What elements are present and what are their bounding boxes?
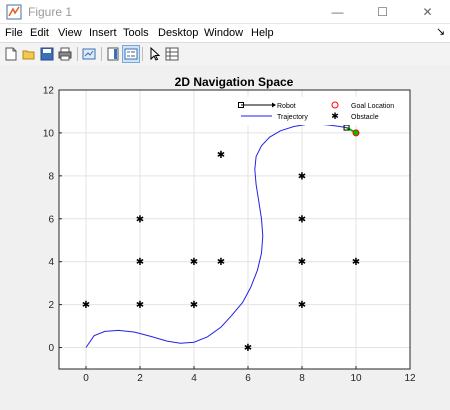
menu-help[interactable]: Help xyxy=(251,27,274,39)
y-tick-label: 4 xyxy=(48,257,54,268)
maximize-button[interactable]: ☐ xyxy=(377,4,388,19)
close-button[interactable]: ✕ xyxy=(422,4,433,19)
toolbar-separator xyxy=(77,47,78,61)
y-tick-label: 12 xyxy=(43,86,55,97)
legend-box xyxy=(230,97,408,125)
obstacle-marker: ✱ xyxy=(136,257,144,268)
obstacle-marker: ✱ xyxy=(244,343,252,354)
menu-file[interactable]: File xyxy=(5,27,23,39)
legend-goal-marker xyxy=(331,101,339,109)
robot-marker xyxy=(343,124,350,131)
legend-trajectory-label: Trajectory xyxy=(277,114,308,121)
y-tick-label: 10 xyxy=(43,128,55,139)
obstacle-marker: ✱ xyxy=(352,257,360,268)
x-tick-label: 12 xyxy=(404,373,416,384)
edit-plot-icon[interactable] xyxy=(145,45,163,63)
open-file-icon[interactable] xyxy=(20,45,38,63)
trajectory-line xyxy=(85,123,347,348)
y-tick-label: 8 xyxy=(48,171,54,182)
navigation-plot[interactable]: 2D Navigation Space 0 2 4 6 8 10 12 0 2 4 6 8 10 12 ✱ ✱… xyxy=(0,65,450,405)
print-icon[interactable] xyxy=(56,45,74,63)
axes-box xyxy=(58,89,411,370)
y-tick-label: 0 xyxy=(48,343,54,354)
new-figure-icon[interactable] xyxy=(2,45,20,63)
save-icon[interactable] xyxy=(38,45,56,63)
axes-background[interactable] xyxy=(59,90,410,369)
goal-marker xyxy=(352,129,360,137)
figure-toolbar xyxy=(0,42,450,66)
obstacle-marker: ✱ xyxy=(136,214,144,225)
obstacle-marker: ✱ xyxy=(298,171,306,182)
obstacle-marker: ✱ xyxy=(190,257,198,268)
y-tick-label: 2 xyxy=(48,300,54,311)
chart-title: 2D Navigation Space xyxy=(175,75,294,89)
menu-desktop[interactable]: Desktop xyxy=(158,27,199,39)
legend-robot-arrowhead xyxy=(272,102,276,108)
menu-insert[interactable]: Insert xyxy=(89,27,117,39)
figure-canvas[interactable]: 2D Navigation Space 0 2 4 6 8 10 12 0 2 4 6 8 10 12 ✱ ✱… xyxy=(0,65,450,405)
legend-robot-marker xyxy=(238,102,244,108)
menu-tools[interactable]: Tools xyxy=(123,27,149,39)
link-plot-icon[interactable] xyxy=(80,45,98,63)
legend-obstacle-label: Obstacle xyxy=(351,114,379,121)
obstacle-marker: ✱ xyxy=(298,300,306,311)
menu-window[interactable]: Window xyxy=(204,27,244,39)
x-tick-label: 6 xyxy=(245,373,251,384)
obstacle-marker: ✱ xyxy=(136,300,144,311)
obstacle-marker: ✱ xyxy=(190,300,198,311)
minimize-button[interactable]: — xyxy=(331,4,344,19)
insert-legend-icon[interactable] xyxy=(122,45,140,63)
x-tick-label: 10 xyxy=(350,373,362,384)
legend[interactable]: Robot Trajectory Goal Location ✱ Obstacl… xyxy=(230,97,408,125)
window-title-bar: Figure 1 — ☐ ✕ xyxy=(0,0,450,24)
x-tick-label: 0 xyxy=(83,373,89,384)
window-title: Figure 1 xyxy=(28,5,73,19)
obstacle-marker: ✱ xyxy=(298,214,306,225)
property-inspector-icon[interactable] xyxy=(163,45,181,63)
x-tick-label: 4 xyxy=(191,373,197,384)
x-tick-label: 2 xyxy=(137,373,143,384)
obstacle-marker: ✱ xyxy=(82,300,90,311)
toolbar-separator xyxy=(101,47,102,61)
matlab-app-icon xyxy=(6,4,22,20)
toolbar-separator xyxy=(142,47,143,61)
y-tick-label: 6 xyxy=(48,214,54,225)
obstacle-marker: ✱ xyxy=(217,257,225,268)
legend-goal-label: Goal Location xyxy=(351,103,394,110)
x-tick-label: 8 xyxy=(299,373,305,384)
legend-obstacle-marker: ✱ xyxy=(331,111,339,121)
menu-bar: File Edit View Insert Tools Desktop Wind… xyxy=(0,24,450,42)
dock-figure-arrow-icon[interactable]: ↘ xyxy=(436,26,446,38)
obstacle-marker: ✱ xyxy=(298,257,306,268)
obstacle-marker: ✱ xyxy=(217,150,225,161)
insert-colorbar-icon[interactable] xyxy=(104,45,122,63)
menu-view[interactable]: View xyxy=(58,27,82,39)
menu-edit[interactable]: Edit xyxy=(30,27,49,39)
legend-robot-label: Robot xyxy=(277,103,296,110)
